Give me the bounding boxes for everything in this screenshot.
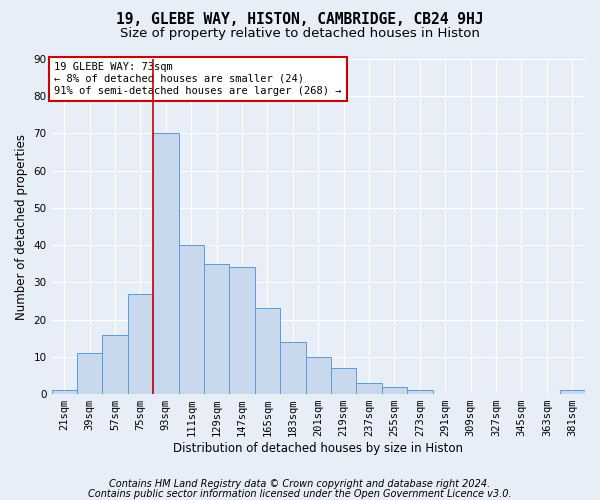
Bar (52, 390, 77, 394)
Bar (103, 334, 128, 394)
Bar (77, 353, 103, 394)
Bar (153, 134, 179, 394)
Text: Size of property relative to detached houses in Histon: Size of property relative to detached ho… (120, 28, 480, 40)
Bar (204, 264, 229, 394)
Bar (255, 308, 280, 394)
Bar (407, 390, 433, 394)
Bar (331, 368, 356, 394)
Text: 19, GLEBE WAY, HISTON, CAMBRIDGE, CB24 9HJ: 19, GLEBE WAY, HISTON, CAMBRIDGE, CB24 9… (116, 12, 484, 28)
Text: Contains HM Land Registry data © Crown copyright and database right 2024.: Contains HM Land Registry data © Crown c… (109, 479, 491, 489)
Y-axis label: Number of detached properties: Number of detached properties (15, 134, 28, 320)
Bar (128, 294, 153, 394)
Bar (280, 342, 305, 394)
X-axis label: Distribution of detached houses by size in Histon: Distribution of detached houses by size … (173, 442, 463, 455)
Bar (356, 383, 382, 394)
Text: Contains public sector information licensed under the Open Government Licence v3: Contains public sector information licen… (88, 489, 512, 499)
Bar (560, 390, 585, 394)
Bar (305, 357, 331, 394)
Bar (179, 245, 204, 394)
Text: 19 GLEBE WAY: 73sqm
← 8% of detached houses are smaller (24)
91% of semi-detache: 19 GLEBE WAY: 73sqm ← 8% of detached hou… (54, 62, 342, 96)
Bar (382, 386, 407, 394)
Bar (229, 268, 255, 394)
